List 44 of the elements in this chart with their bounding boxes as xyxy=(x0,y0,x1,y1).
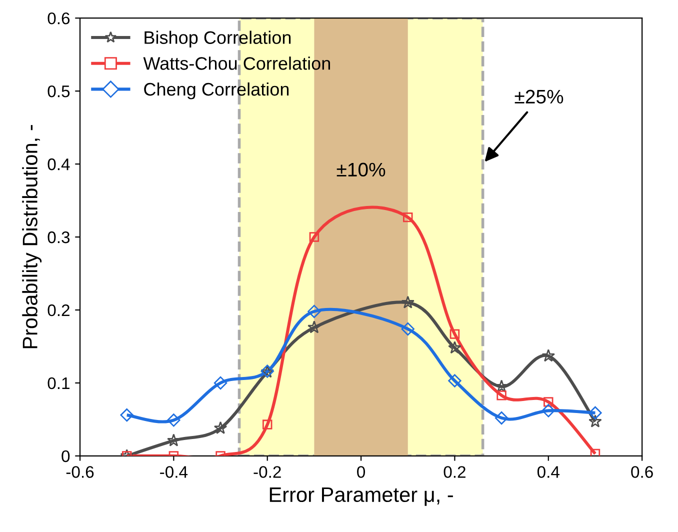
y-tick-label: 0.3 xyxy=(48,231,70,244)
x-tick-label: -0.4 xyxy=(160,466,188,478)
point xyxy=(120,408,134,422)
x-tick-label: 0.6 xyxy=(631,466,653,478)
point xyxy=(308,320,321,334)
point xyxy=(544,397,554,407)
x-tick-label: 0 xyxy=(357,466,366,478)
y-tick-label: 0.4 xyxy=(48,158,70,170)
point xyxy=(542,404,555,418)
legend-label: Bishop Correlation xyxy=(144,30,291,48)
point xyxy=(590,448,600,456)
y-axis-title: Probability Distribution, - xyxy=(22,125,42,348)
x-tick-label: 0.4 xyxy=(537,466,560,478)
point xyxy=(308,304,321,318)
y-tick-label: 0 xyxy=(62,450,70,462)
x-axis-title: Error Parameter μ, - xyxy=(270,488,453,506)
point xyxy=(309,232,320,242)
y-tick-label: 0.1 xyxy=(48,377,70,390)
band-label: ±25% xyxy=(514,90,564,104)
point xyxy=(448,374,462,388)
point xyxy=(401,322,414,336)
y-tick-label: 0.5 xyxy=(48,85,70,98)
point xyxy=(403,212,413,222)
x-tick-label: -0.2 xyxy=(254,466,281,478)
x-tick-label: -0.6 xyxy=(66,466,94,478)
point xyxy=(214,376,228,390)
point xyxy=(588,406,602,420)
x-tick-label: 0.2 xyxy=(444,466,466,478)
point xyxy=(542,349,556,362)
y-tick-label: 0.2 xyxy=(48,304,70,316)
legend-label: Watts-Chou Correlation xyxy=(143,56,330,70)
point xyxy=(448,340,462,354)
point xyxy=(494,411,508,425)
legend-label: Cheng Correlation xyxy=(144,82,289,100)
point xyxy=(214,421,228,434)
band-label: ±10% xyxy=(336,162,386,177)
point xyxy=(262,420,272,430)
point xyxy=(167,434,180,446)
point xyxy=(450,329,460,339)
point xyxy=(588,414,602,428)
point xyxy=(167,414,180,427)
y-tick-label: 0.6 xyxy=(48,12,70,24)
point xyxy=(496,390,506,400)
point xyxy=(401,296,415,308)
